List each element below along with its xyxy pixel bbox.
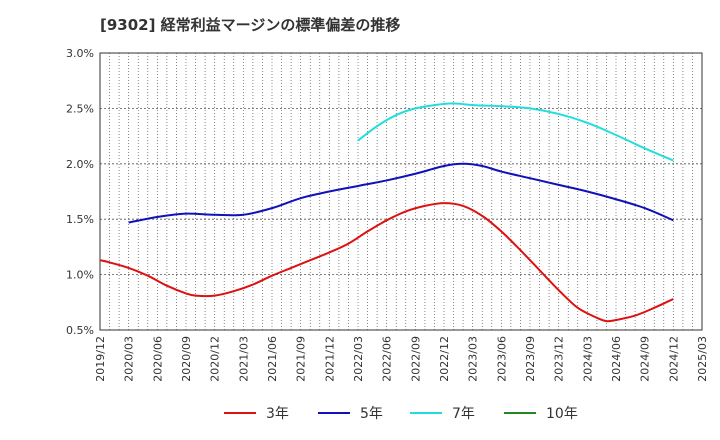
y-tick-label: 1.5% [66, 213, 94, 226]
grid-horizontal [100, 108, 702, 276]
x-tick-label: 2022/09 [409, 336, 422, 382]
legend-label: 3年 [266, 406, 289, 422]
y-tick-label: 2.0% [66, 158, 94, 171]
y-tick-label: 2.5% [66, 102, 94, 115]
x-tick-label: 2025/03 [696, 336, 709, 382]
x-tick-label: 2022/06 [381, 336, 394, 382]
y-tick-label: 0.5% [66, 324, 94, 337]
x-tick-label: 2022/03 [352, 336, 365, 382]
grid-vertical [109, 53, 693, 330]
series-line-0 [99, 202, 674, 323]
plot-area-border [99, 52, 703, 331]
series-line-2 [357, 102, 674, 162]
legend: 3年 5年 7年 10年 [224, 406, 578, 422]
legend-label: 5年 [360, 406, 383, 422]
legend-label: 7年 [452, 406, 475, 422]
x-tick-label: 2020/12 [209, 336, 222, 382]
x-tick-label: 2023/03 [467, 336, 480, 382]
x-tick-label: 2022/12 [438, 336, 451, 382]
x-tick-label: 2024/09 [639, 336, 652, 382]
x-tick-label: 2023/12 [553, 336, 566, 382]
x-tick-label: 2021/09 [295, 336, 308, 382]
x-tick-label: 2024/03 [581, 336, 594, 382]
chart-title: [9302] 経常利益マージンの標準偏差の推移 [100, 16, 400, 34]
legend-label: 10年 [546, 406, 578, 422]
x-tick-label: 2021/06 [266, 336, 279, 382]
x-tick-label: 2020/06 [151, 336, 164, 382]
x-tick-label: 2023/06 [495, 336, 508, 382]
x-tick-label: 2020/09 [180, 336, 193, 382]
x-axis-ticks: 2019/12 2020/03 2020/06 2020/09 2020/12 2021/… [94, 336, 709, 382]
y-tick-label: 3.0% [66, 47, 94, 60]
x-tick-label: 2019/12 [94, 336, 107, 382]
x-tick-label: 2020/03 [123, 336, 136, 382]
y-tick-label: 1.0% [66, 269, 94, 282]
y-axis-ticks: 0.5% 1.0% 1.5% 2.0% 2.5% 3.0% [66, 47, 94, 337]
x-tick-label: 2023/09 [524, 336, 537, 382]
x-tick-label: 2024/06 [610, 336, 623, 382]
x-tick-label: 2021/03 [237, 336, 250, 382]
x-tick-label: 2021/12 [323, 336, 336, 382]
series-lines [99, 102, 674, 323]
series-line-1 [128, 162, 674, 224]
x-tick-label: 2024/12 [667, 336, 680, 382]
